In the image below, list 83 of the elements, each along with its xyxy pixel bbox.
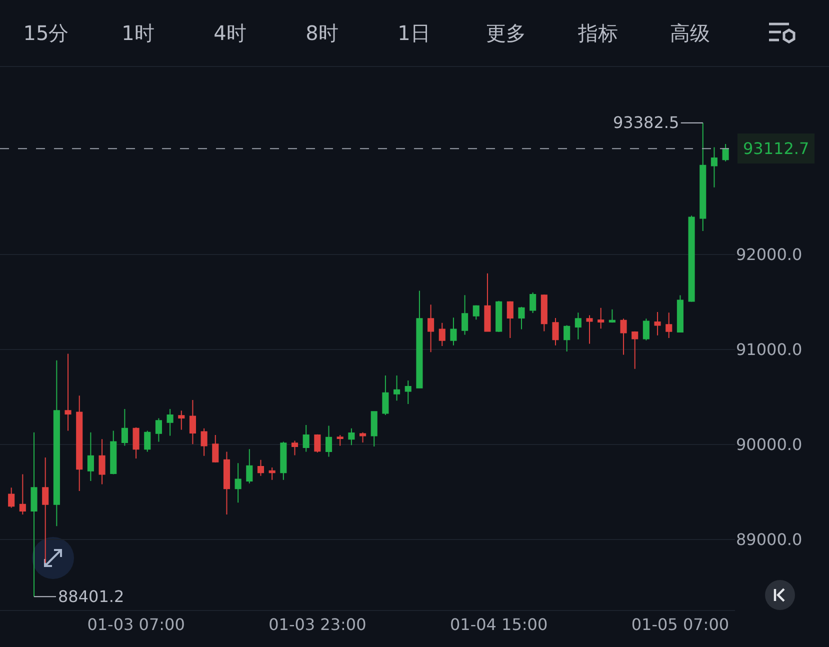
candlestick xyxy=(42,456,49,564)
candlestick xyxy=(642,318,650,341)
candlestick xyxy=(598,307,604,330)
annotation: 93382.5 xyxy=(613,113,680,132)
candlestick xyxy=(416,290,423,388)
x-tick-label: 01-05 07:00 xyxy=(631,615,730,634)
candlestick xyxy=(496,300,502,332)
candlestick xyxy=(506,300,514,339)
candlestick xyxy=(564,324,570,352)
candlestick xyxy=(654,312,661,336)
candlestick xyxy=(155,418,162,442)
candlestick xyxy=(462,294,468,336)
text: 8时 xyxy=(304,20,340,47)
candlestick xyxy=(200,428,208,456)
candlestick xyxy=(234,462,242,504)
candlestick xyxy=(348,428,355,446)
text: 高级 xyxy=(669,20,711,47)
candlestick xyxy=(291,440,298,456)
candlestick xyxy=(223,451,230,515)
x-tick-label: 01-03 07:00 xyxy=(87,615,185,634)
candlestick xyxy=(518,306,525,330)
candlestick xyxy=(710,146,718,188)
candlestick xyxy=(722,143,729,162)
candlestick xyxy=(325,425,332,458)
candlestick xyxy=(360,432,366,443)
candlestick xyxy=(688,215,695,302)
text: 1时 xyxy=(120,20,156,47)
text: 指标 xyxy=(577,20,619,47)
candlestick xyxy=(552,317,559,346)
candlestick xyxy=(189,399,196,445)
candlestick xyxy=(484,272,491,332)
x-tick-label: 01-03 23:00 xyxy=(268,615,366,634)
y-tick-label: 91000.0 xyxy=(736,340,802,360)
candlestick xyxy=(574,312,582,340)
candlestick xyxy=(132,426,140,460)
candlestick xyxy=(428,304,434,353)
candlestick xyxy=(302,424,310,452)
candlestick xyxy=(268,467,276,480)
candlestick xyxy=(246,448,253,484)
candlestick xyxy=(336,434,344,446)
y-tick-label: 89000.0 xyxy=(736,530,802,550)
candlestick xyxy=(382,375,389,416)
candlestick xyxy=(472,304,480,320)
candlestick xyxy=(586,314,593,344)
candlestick xyxy=(404,380,412,404)
candlestick xyxy=(394,375,400,402)
ref-line-label: 93112.7 xyxy=(743,139,810,158)
candlestick xyxy=(530,292,536,314)
candlestick xyxy=(450,317,457,346)
candlestick xyxy=(666,312,672,339)
annotation: 88401.2 xyxy=(58,587,124,606)
candlestick xyxy=(632,330,638,370)
candlestick xyxy=(53,360,60,527)
text: 更多 xyxy=(485,20,527,47)
candlestick xyxy=(166,408,174,436)
candlestick xyxy=(144,430,151,452)
candlestick xyxy=(30,432,38,598)
candlestick xyxy=(64,353,72,432)
candlestick xyxy=(370,411,378,447)
candlestick xyxy=(178,410,185,430)
candlestick xyxy=(121,408,128,446)
candlestick xyxy=(87,432,94,482)
candlestick xyxy=(676,294,684,333)
text: 1日 xyxy=(396,20,432,47)
x-tick-label: 01-04 15:00 xyxy=(450,615,548,634)
candlestick xyxy=(314,434,321,453)
candlestick xyxy=(212,434,219,464)
candlestick xyxy=(8,487,15,508)
candlestick xyxy=(19,474,26,515)
candlestick xyxy=(98,438,106,485)
y-tick-label: 90000.0 xyxy=(736,435,802,454)
candlestick xyxy=(438,322,446,347)
candlestick xyxy=(620,318,627,356)
candlestick xyxy=(257,459,264,476)
text: 4时 xyxy=(212,20,248,47)
text: 15分 xyxy=(22,20,70,47)
candlestick xyxy=(76,395,83,492)
candlestick xyxy=(110,430,117,475)
y-tick-label: 92000.0 xyxy=(736,244,802,264)
candlestick xyxy=(700,122,706,232)
candlestick xyxy=(540,294,548,332)
candlestick xyxy=(280,441,287,480)
candlestick xyxy=(608,308,616,324)
